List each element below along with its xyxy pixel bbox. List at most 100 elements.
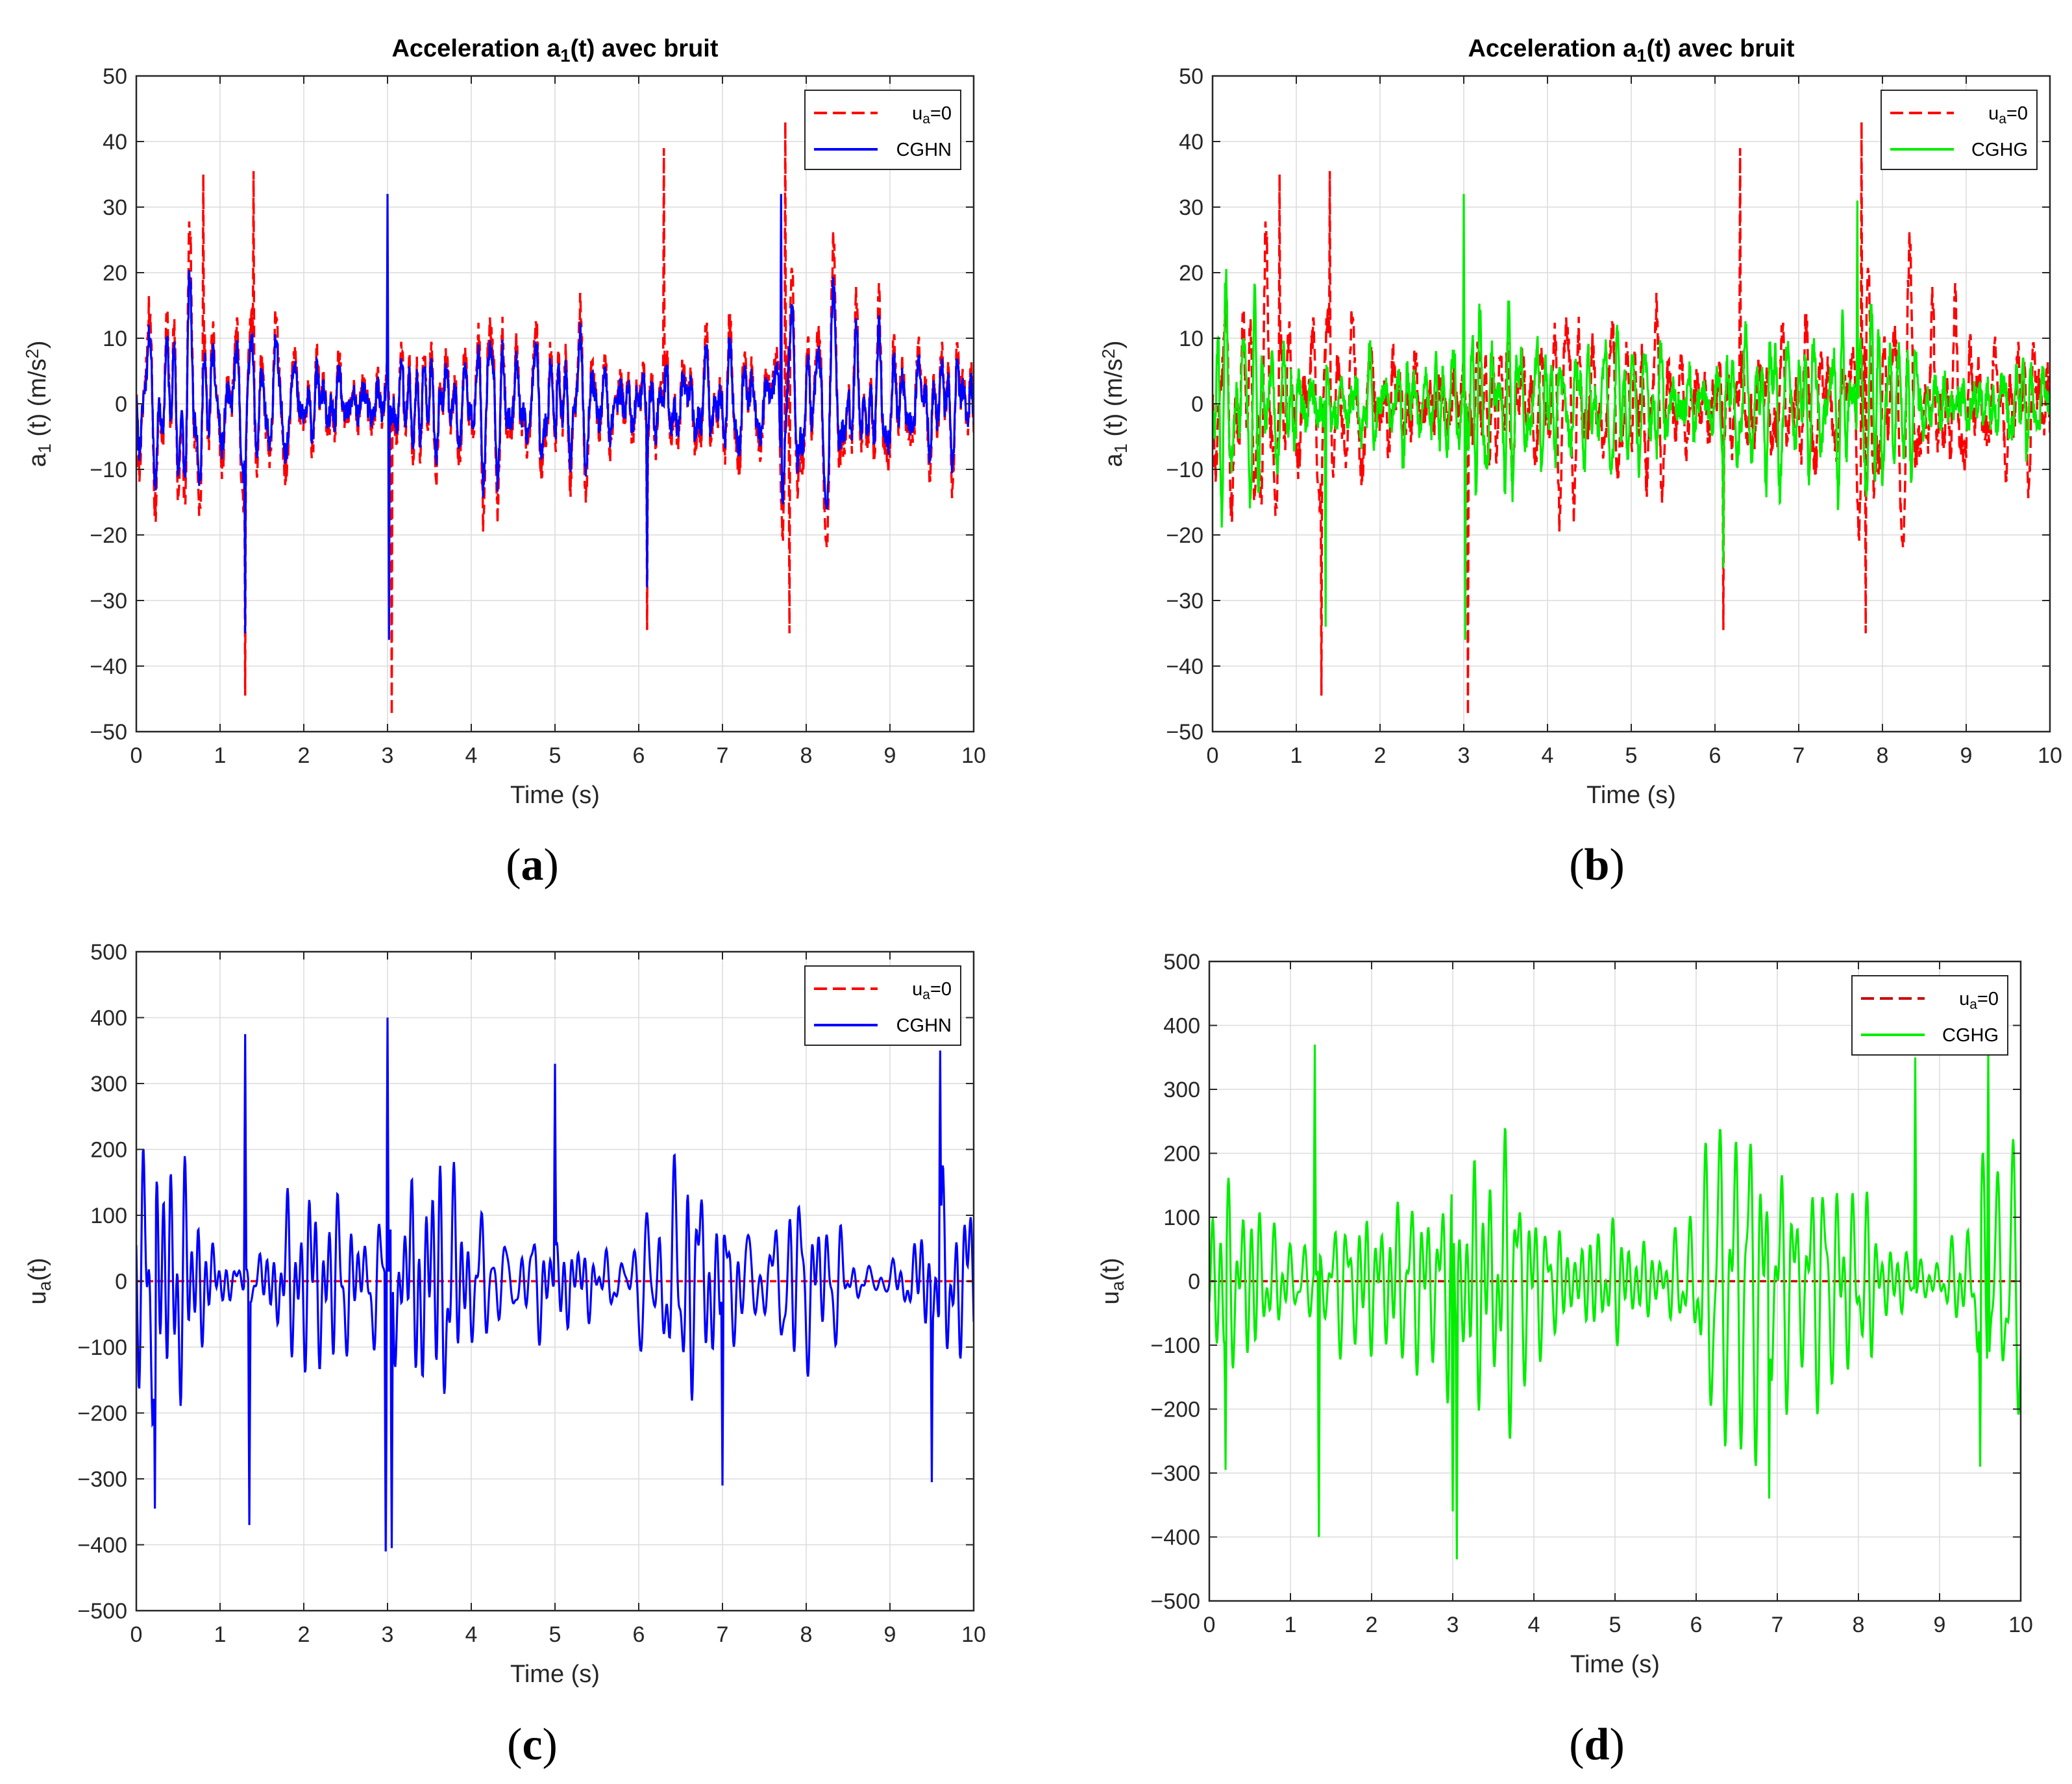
x-tick-label: 9 xyxy=(884,1622,896,1647)
x-tick-label: 2 xyxy=(298,743,310,768)
legend-label: CGHG xyxy=(1971,140,2028,160)
x-tick-label: 10 xyxy=(2038,743,2062,768)
x-tick-label: 5 xyxy=(1625,743,1638,768)
y-tick-label: 0 xyxy=(1188,1270,1200,1295)
y-tick-label: −200 xyxy=(1150,1398,1200,1422)
x-tick-label: 7 xyxy=(1793,743,1805,768)
y-tick-label: 0 xyxy=(115,392,127,417)
x-tick-label: 4 xyxy=(465,1622,478,1647)
x-tick-label: 5 xyxy=(549,743,561,768)
y-tick-label: 40 xyxy=(103,130,127,155)
chart-title: Acceleration a1(t) avec bruit xyxy=(1468,35,1794,66)
y-tick-label: −10 xyxy=(1166,458,1203,482)
legend-box xyxy=(804,90,961,170)
y-tick-label: −50 xyxy=(90,720,127,745)
y-tick-label: 300 xyxy=(1163,1078,1200,1102)
y-tick-label: −40 xyxy=(1166,654,1203,679)
x-tick-label: 10 xyxy=(961,1622,986,1647)
legend-label: CGHN xyxy=(896,140,952,160)
y-tick-label: 30 xyxy=(1179,195,1203,220)
y-tick-label: 500 xyxy=(90,940,127,965)
y-tick-label: 30 xyxy=(103,195,127,220)
x-tick-label: 7 xyxy=(1771,1613,1784,1637)
series-line-ua0 xyxy=(1213,121,2050,715)
y-tick-label: 200 xyxy=(1163,1142,1200,1167)
y-tick-label: 400 xyxy=(90,1006,127,1031)
y-tick-label: −30 xyxy=(1166,589,1203,613)
y-tick-label: −100 xyxy=(1150,1333,1200,1358)
x-tick-label: 4 xyxy=(1528,1613,1540,1637)
y-tick-label: 20 xyxy=(103,261,127,286)
x-tick-label: 6 xyxy=(633,743,645,768)
panel-label: (b) xyxy=(1569,840,1625,890)
x-tick-label: 3 xyxy=(1458,743,1470,768)
y-tick-label: 100 xyxy=(90,1204,127,1228)
y-tick-label: −10 xyxy=(90,458,127,482)
y-tick-label: −20 xyxy=(1166,523,1203,548)
y-tick-label: 200 xyxy=(90,1138,127,1163)
y-axis-label: ua(t) xyxy=(24,1257,55,1304)
x-tick-label: 1 xyxy=(1285,1613,1297,1637)
x-axis-label: Time (s) xyxy=(510,782,600,809)
chart-a: 0 1 2 3 4 5 6 7 8 9 10 −50 −40 −30 −20 −10 0 10 20 30 40 50 Ac… xyxy=(22,35,986,890)
x-axis-label: Time (s) xyxy=(1570,1651,1660,1678)
x-tick-label: 1 xyxy=(214,1622,227,1647)
series-line-CGHG xyxy=(1213,193,2050,640)
x-tick-label: 0 xyxy=(1203,1613,1216,1637)
y-tick-label: 400 xyxy=(1163,1014,1200,1039)
y-tick-label: −300 xyxy=(77,1467,127,1492)
y-tick-label: −500 xyxy=(1150,1589,1200,1614)
legend-label: ua=0 xyxy=(912,979,952,1002)
legend-label: ua=0 xyxy=(1988,103,2028,127)
x-tick-label: 1 xyxy=(214,743,227,768)
x-tick-label: 5 xyxy=(1609,1613,1622,1637)
y-tick-label: 50 xyxy=(1179,64,1203,89)
x-axis-label: Time (s) xyxy=(510,1661,600,1688)
x-tick-label: 8 xyxy=(800,1622,813,1647)
y-tick-label: −400 xyxy=(1150,1526,1200,1550)
legend-box xyxy=(1851,975,2008,1056)
x-tick-label: 2 xyxy=(1366,1613,1378,1637)
y-tick-label: −100 xyxy=(77,1335,127,1360)
panel-label: (c) xyxy=(507,1720,558,1770)
x-tick-label: 6 xyxy=(1690,1613,1703,1637)
x-tick-label: 9 xyxy=(1960,743,1973,768)
series-line-CGHG xyxy=(1209,1044,2021,1560)
y-tick-label: −400 xyxy=(77,1533,127,1558)
y-tick-label: 10 xyxy=(1179,327,1203,351)
panel-label: (a) xyxy=(506,840,559,890)
y-axis-label: a1 (t) (m/s2) xyxy=(22,340,55,467)
x-tick-label: 8 xyxy=(1877,743,1889,768)
x-tick-label: 0 xyxy=(130,743,143,768)
legend-box xyxy=(804,965,961,1046)
y-tick-label: 0 xyxy=(115,1270,127,1295)
y-tick-label: −500 xyxy=(77,1599,127,1624)
panel-label: (d) xyxy=(1569,1720,1625,1770)
y-tick-label: 300 xyxy=(90,1072,127,1096)
y-tick-label: −40 xyxy=(90,654,127,679)
legend-label: CGHN xyxy=(896,1015,952,1036)
y-tick-label: 0 xyxy=(1191,392,1203,417)
y-tick-label: −300 xyxy=(1150,1461,1200,1486)
x-tick-label: 0 xyxy=(130,1622,143,1647)
x-axis-label: Time (s) xyxy=(1586,782,1676,809)
y-tick-label: 50 xyxy=(103,64,127,89)
legend-label: ua=0 xyxy=(912,103,952,127)
legend: ua=0 CGHN xyxy=(804,965,961,1046)
x-tick-label: 5 xyxy=(549,1622,561,1647)
chart-d: 0 1 2 3 4 5 6 7 8 9 10 −500 −400 −300 −200 −100 0 100 200 3… xyxy=(1097,950,2033,1770)
y-axis-label: ua(t) xyxy=(1097,1257,1128,1304)
x-tick-label: 4 xyxy=(465,743,478,768)
y-tick-label: 10 xyxy=(103,327,127,351)
legend-label: ua=0 xyxy=(1959,989,1999,1012)
y-tick-label: −50 xyxy=(1166,720,1203,745)
chart-c: 0 1 2 3 4 5 6 7 8 9 10 −500 −400 −300 −200 −100 0 100 200 3… xyxy=(24,940,986,1770)
x-tick-label: 8 xyxy=(1853,1613,1865,1637)
x-tick-label: 6 xyxy=(1709,743,1721,768)
legend-label: CGHG xyxy=(1942,1025,1999,1046)
legend-box xyxy=(1881,90,2038,170)
x-tick-label: 7 xyxy=(717,1622,729,1647)
y-tick-label: −200 xyxy=(77,1402,127,1426)
legend: ua=0 CGHG xyxy=(1881,90,2038,170)
